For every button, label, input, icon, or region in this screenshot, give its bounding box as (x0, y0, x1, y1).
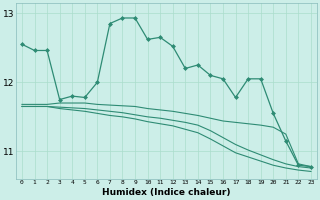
X-axis label: Humidex (Indice chaleur): Humidex (Indice chaleur) (102, 188, 231, 197)
